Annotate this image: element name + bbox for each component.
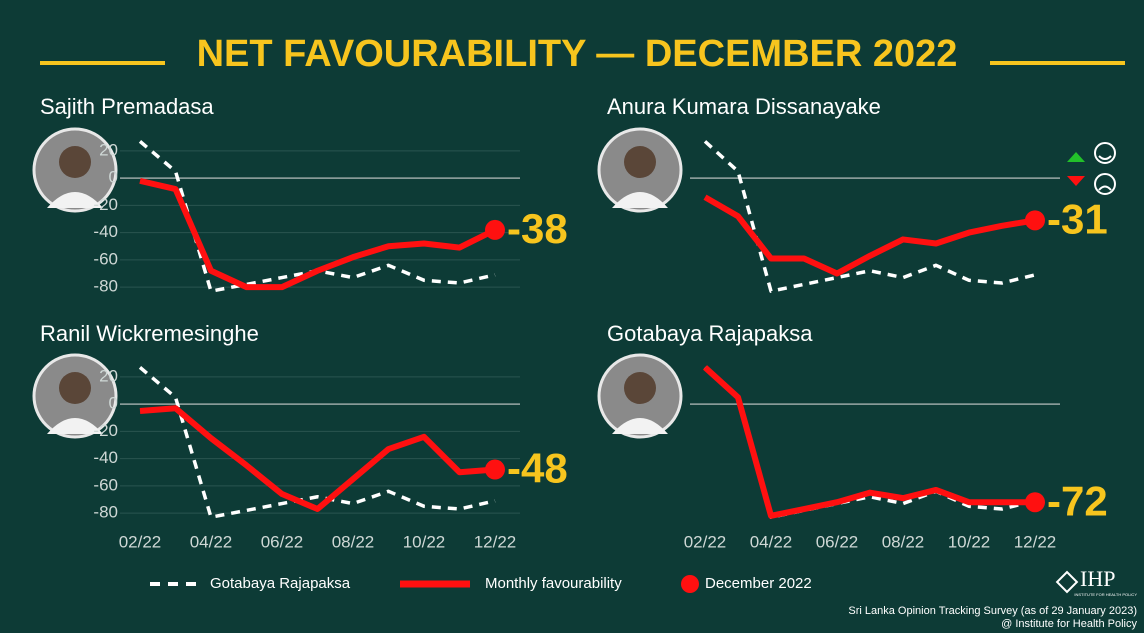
x-tick-label: 06/22: [816, 532, 859, 551]
value-label: -72: [1047, 477, 1108, 524]
x-tick-label: 12/22: [474, 532, 517, 551]
y-tick-label: -20: [93, 421, 118, 440]
source: Sri Lanka Opinion Tracking Survey (as of…: [848, 605, 1137, 617]
x-tick-label: 08/22: [332, 532, 375, 551]
x-tick-label: 02/22: [119, 532, 162, 551]
y-tick-label: -80: [93, 503, 118, 522]
panel-title: Ranil Wickremesinghe: [40, 321, 259, 346]
infographic: NET FAVOURABILITY — DECEMBER 2022 Gotaba…: [0, 0, 1144, 633]
value-label: -48: [507, 445, 568, 492]
logo-name: IHP: [1080, 566, 1115, 591]
december-dot: [485, 220, 505, 240]
main-title: NET FAVOURABILITY — DECEMBER 2022: [197, 33, 958, 75]
panel-title: Anura Kumara Dissanayake: [607, 94, 881, 119]
portrait-head: [59, 372, 91, 404]
y-tick-label: 0: [109, 394, 118, 413]
x-tick-label: 12/22: [1014, 532, 1057, 551]
panel-title: Sajith Premadasa: [40, 94, 214, 119]
december-dot: [485, 460, 505, 480]
x-tick-label: 04/22: [190, 532, 233, 551]
legend-label: Gotabaya Rajapaksa: [210, 575, 351, 592]
y-tick-label: 0: [109, 168, 118, 187]
x-tick-label: 10/22: [948, 532, 991, 551]
legend-dot: [681, 575, 699, 593]
x-tick-label: 06/22: [261, 532, 304, 551]
logo-subtitle: INSTITUTE FOR HEALTH POLICY: [1074, 592, 1137, 597]
december-dot: [1025, 210, 1045, 230]
page: NET FAVOURABILITY — DECEMBER 2022 Gotaba…: [0, 0, 1144, 633]
panel-title: Gotabaya Rajapaksa: [607, 321, 813, 346]
december-dot: [1025, 492, 1045, 512]
x-tick-label: 10/22: [403, 532, 446, 551]
y-tick-label: 20: [99, 140, 118, 159]
y-tick-label: -40: [93, 222, 118, 241]
portrait-head: [624, 146, 656, 178]
value-label: -31: [1047, 195, 1108, 242]
legend-label: Monthly favourability: [485, 575, 622, 592]
y-tick-label: 20: [99, 366, 118, 385]
y-tick-label: -60: [93, 249, 118, 268]
portrait-head: [624, 372, 656, 404]
x-tick-label: 08/22: [882, 532, 925, 551]
y-tick-label: -40: [93, 448, 118, 467]
y-tick-label: -20: [93, 195, 118, 214]
portrait-head: [59, 146, 91, 178]
value-label: -38: [507, 205, 568, 252]
y-tick-label: -60: [93, 475, 118, 494]
y-tick-label: -80: [93, 277, 118, 296]
x-tick-label: 04/22: [750, 532, 793, 551]
legend-label: December 2022: [705, 575, 812, 592]
x-tick-label: 02/22: [684, 532, 727, 551]
source: @ Institute for Health Policy: [1001, 618, 1137, 630]
